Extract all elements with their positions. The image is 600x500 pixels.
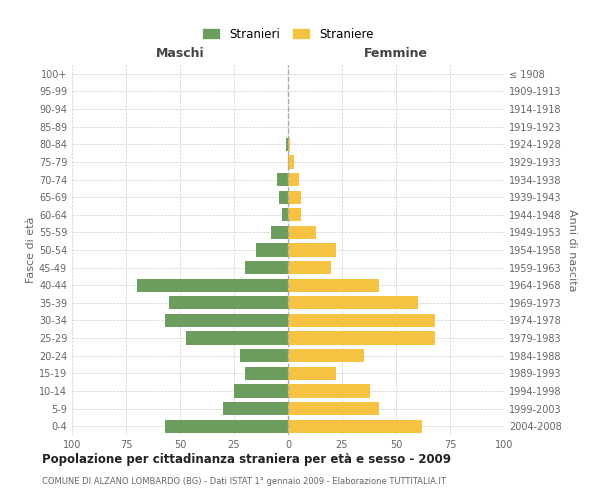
Bar — [277, 173, 288, 186]
Bar — [288, 156, 295, 168]
Bar — [223, 402, 288, 415]
Bar — [288, 190, 301, 204]
Bar — [288, 261, 331, 274]
Text: Maschi: Maschi — [155, 46, 205, 60]
Bar — [288, 296, 418, 310]
Bar — [288, 278, 379, 292]
Bar — [234, 384, 288, 398]
Bar — [288, 384, 370, 398]
Bar — [288, 208, 301, 222]
Bar — [288, 402, 379, 415]
Bar — [288, 173, 299, 186]
Bar — [271, 226, 288, 239]
Bar — [256, 244, 288, 256]
Bar — [288, 226, 316, 239]
Bar — [288, 332, 435, 344]
Bar — [245, 366, 288, 380]
Text: Popolazione per cittadinanza straniera per età e sesso - 2009: Popolazione per cittadinanza straniera p… — [42, 452, 451, 466]
Y-axis label: Anni di nascita: Anni di nascita — [567, 209, 577, 291]
Bar — [187, 332, 288, 344]
Bar — [245, 261, 288, 274]
Bar — [288, 420, 422, 433]
Y-axis label: Fasce di età: Fasce di età — [26, 217, 36, 283]
Bar — [165, 314, 288, 327]
Bar — [288, 314, 435, 327]
Bar — [169, 296, 288, 310]
Bar — [288, 138, 290, 151]
Bar — [288, 366, 335, 380]
Legend: Stranieri, Straniere: Stranieri, Straniere — [197, 23, 379, 45]
Bar — [288, 244, 335, 256]
Text: Femmine: Femmine — [364, 46, 428, 60]
Bar — [280, 190, 288, 204]
Bar — [241, 349, 288, 362]
Text: COMUNE DI ALZANO LOMBARDO (BG) - Dati ISTAT 1° gennaio 2009 - Elaborazione TUTTI: COMUNE DI ALZANO LOMBARDO (BG) - Dati IS… — [42, 478, 446, 486]
Bar — [165, 420, 288, 433]
Bar — [281, 208, 288, 222]
Bar — [288, 349, 364, 362]
Bar — [137, 278, 288, 292]
Bar — [286, 138, 288, 151]
